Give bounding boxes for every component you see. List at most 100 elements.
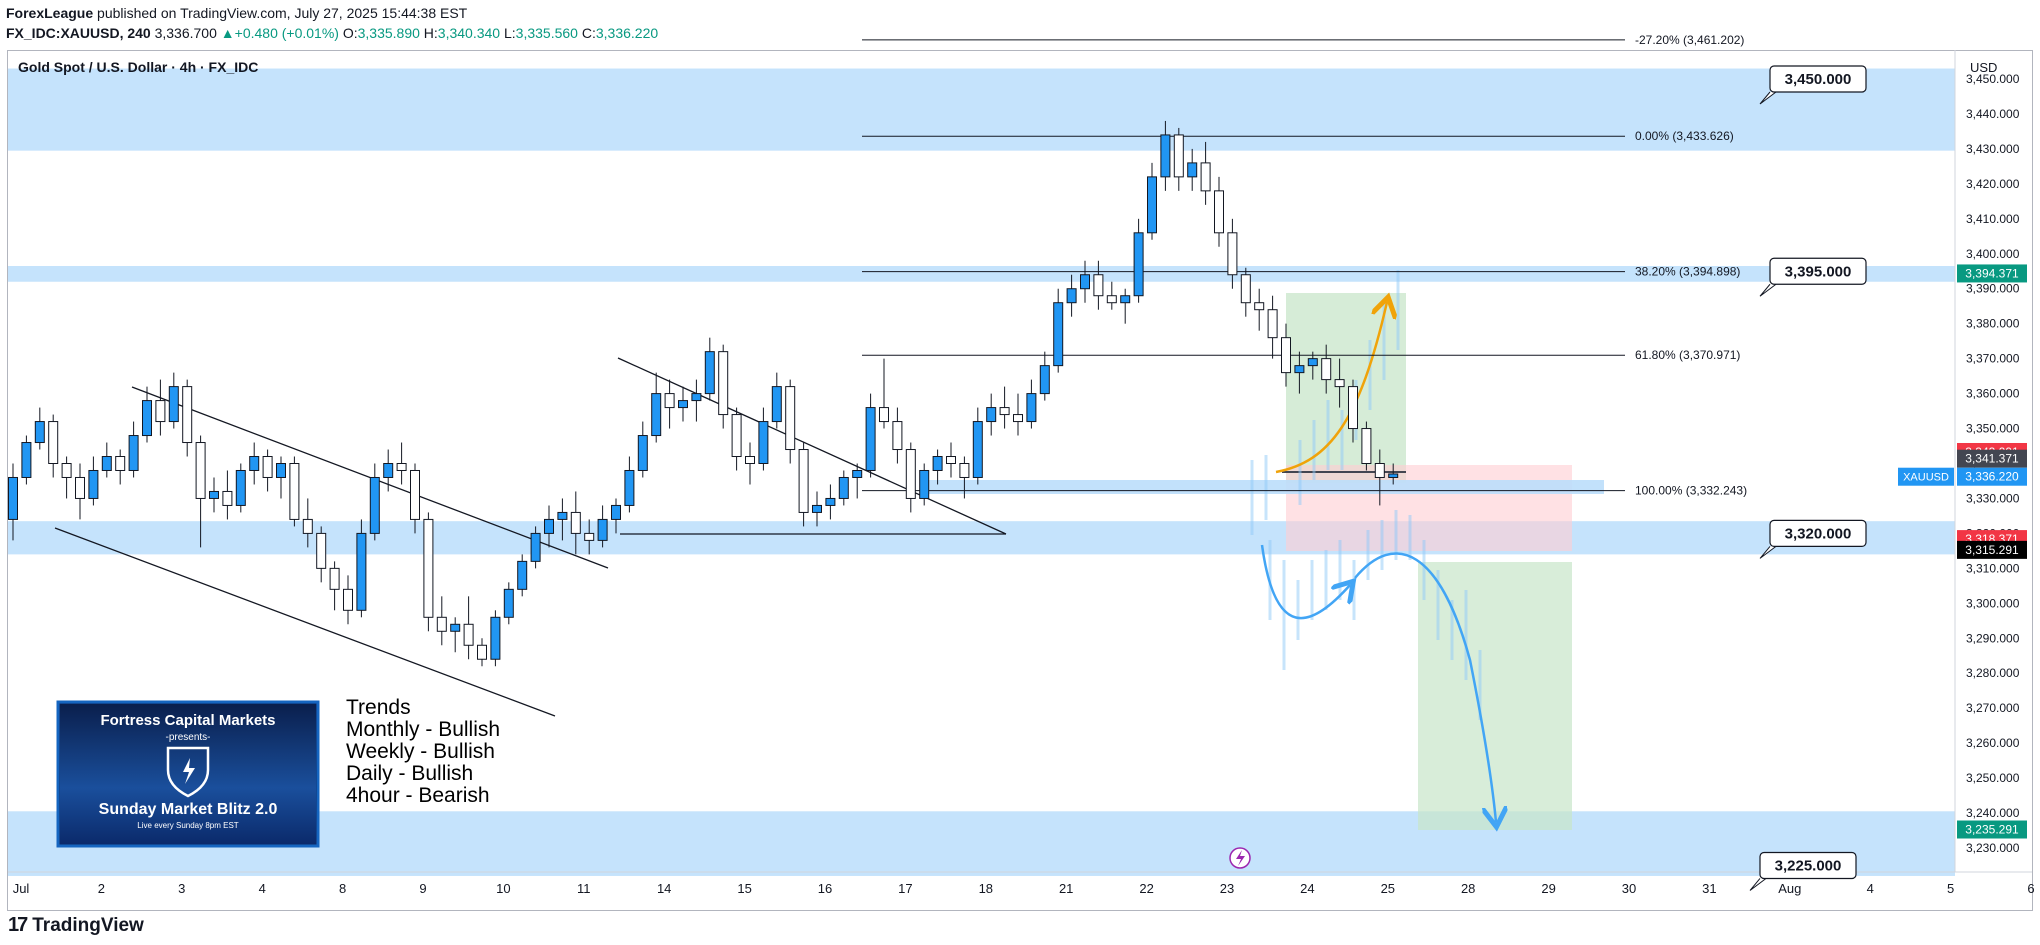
candle [544,505,554,548]
candle [383,449,394,492]
candle [34,407,45,450]
change-value: +0.480 (+0.01%) [234,25,339,41]
candle [1013,393,1023,436]
candle [450,617,461,653]
fib-layer: -27.20% (3,461.202) 0.00% (3,433.626) 38.2… [862,33,1747,498]
trend-4hour: 4hour - Bearish [346,784,490,807]
fib-label-0: -27.20% (3,461.202) [1635,33,1744,47]
candle [1066,274,1077,317]
y-axis-layer: 3,450.000 3,440.000 3,430.000 3,420.000 3,41… [1966,72,2020,855]
candle [1039,351,1050,401]
candle [396,442,407,485]
candle [771,372,782,429]
candle [1093,260,1104,310]
candle [758,407,769,471]
lightning-icon[interactable] [1229,847,1251,869]
candle [302,498,313,548]
up-arrow-icon: ▲ [220,25,235,41]
candle [678,386,688,422]
x-tick-label: 18 [979,881,993,896]
price-tag: 3,341.371 [1957,449,2027,468]
low-value: 3,335.560 [515,25,578,41]
candle [289,456,300,527]
y-tick-label: 3,240.000 [1966,806,2020,820]
promo-company: Fortress Capital Markets [100,712,275,729]
candle [329,561,340,611]
fib-label-2: 38.20% (3,394.898) [1635,265,1740,279]
candle [1053,288,1064,373]
y-tick-label: 3,280.000 [1966,666,2020,680]
price-callout[interactable]: 3,450.000 [1759,65,1867,105]
x-tick-label: 8 [339,881,346,896]
candle [1133,218,1144,303]
sr-zone-3 [8,811,1955,876]
candle [316,526,327,583]
high-label: H: [423,25,438,41]
short-stop-zone [1286,465,1572,551]
close-label: C: [581,25,596,41]
candle [1200,141,1211,205]
candle [624,456,635,513]
y-tick-label: 3,260.000 [1966,736,2020,750]
candle [1106,281,1117,310]
candle [436,596,447,646]
candle [838,470,849,506]
candle [584,519,595,555]
candle [155,379,166,436]
sr-zone-1 [8,266,1955,282]
price-callout[interactable]: 3,395.000 [1759,257,1867,297]
short-target-zone [1418,562,1572,830]
publish-line: ForexLeague published on TradingView.com… [6,5,467,21]
publisher-name[interactable]: ForexLeague [6,5,94,21]
open-value: 3,335.890 [357,25,420,41]
price-tag-layer: 3,394.3713,343.2913,341.371XAUUSD3,336.2… [1898,264,2027,839]
shield-icon [166,746,210,798]
candle [369,463,380,541]
symbol-label: FX_IDC:XAUUSD, 240 [6,25,151,41]
chart-title: Gold Spot / U.S. Dollar · 4h · FX_IDC [18,59,258,75]
price-tag: 3,394.371 [1957,264,2027,283]
chart-frame[interactable] [7,50,2033,911]
candle [8,463,18,541]
candle [249,442,260,485]
candle [905,442,916,513]
ohlc-line: FX_IDC:XAUUSD, 240 3,336.700 ▲+0.480 (+0… [6,25,658,41]
x-tick-label: 10 [496,881,510,896]
candle [879,358,889,429]
x-tick-label: 17 [898,881,912,896]
open-label: O: [342,25,358,41]
high-value: 3,340.340 [437,25,501,41]
candle [1147,162,1157,240]
bearish-projection-arrow-1 [1260,544,1350,620]
candle [1374,449,1385,506]
callout-label: 3,320.000 [1785,525,1852,542]
candle [919,463,930,506]
candle [557,498,568,541]
candle [1160,120,1171,191]
candle [115,449,126,485]
candle [637,421,648,478]
candle [1388,463,1399,485]
trend-monthly: Monthly - Bullish [346,718,500,741]
candle [1348,379,1358,443]
candle [745,442,755,485]
candle [423,512,434,632]
price-callout[interactable]: 3,320.000 [1759,519,1867,559]
price-callout[interactable]: 3,225.000 [1749,851,1857,891]
candle [1294,351,1305,394]
callout-layer: 3,450.000 3,395.000 3,320.000 3,225.000 [1749,65,1867,891]
candle [691,379,702,422]
published-text: published on TradingView.com, July 27, 2… [97,5,468,21]
y-tick-label: 3,230.000 [1966,841,2020,855]
tradingview-footer[interactable]: 17 TradingView [8,914,144,937]
candle [704,337,715,401]
promo-event: Sunday Market Blitz 2.0 [99,801,278,818]
candle [1254,288,1265,331]
candle [1361,421,1372,471]
currency-label: USD [1970,60,1997,75]
fib-label-3: 61.80% (3,370.971) [1635,348,1740,362]
price-tag: 3,235.291 [1957,820,2027,839]
candle [1334,358,1345,408]
candle [597,505,608,548]
